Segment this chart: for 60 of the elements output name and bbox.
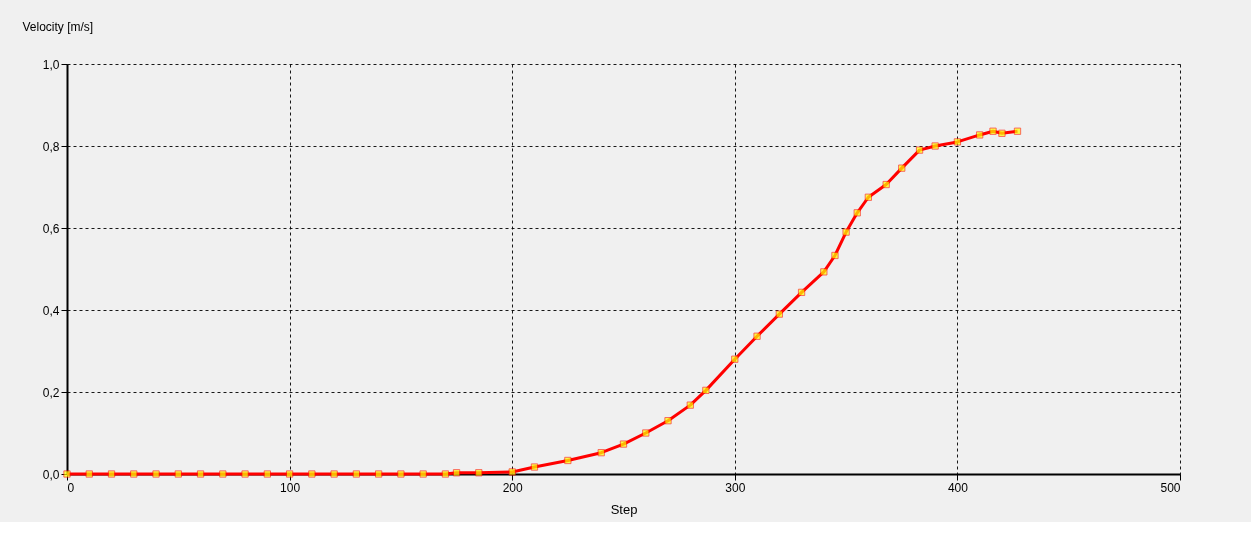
point [174, 470, 182, 478]
x-axis-title: Step [610, 501, 638, 517]
point [820, 268, 828, 276]
point [241, 470, 249, 478]
point [798, 288, 806, 296]
point [85, 470, 93, 478]
point [508, 468, 516, 476]
point [597, 449, 605, 457]
point [619, 440, 628, 448]
point [308, 470, 316, 478]
point [686, 401, 694, 409]
point [397, 470, 405, 478]
point [197, 470, 205, 478]
point [931, 142, 939, 150]
y-tick-label: 0,4 [42, 303, 60, 318]
point [642, 429, 650, 437]
point [664, 417, 672, 425]
point [564, 456, 572, 465]
x-tick-label: 300 [725, 480, 746, 495]
point [130, 470, 138, 478]
point [107, 470, 116, 478]
point [731, 355, 739, 363]
point [152, 470, 160, 478]
point [989, 127, 997, 135]
point [864, 193, 872, 201]
point [441, 470, 449, 478]
x-tick-label: 200 [502, 480, 524, 495]
y-tick-label: 0,6 [42, 221, 60, 236]
point [916, 146, 924, 154]
y-tick-label: 0,0 [42, 467, 60, 482]
point [530, 463, 539, 471]
point [842, 228, 850, 236]
point [898, 164, 906, 172]
y-tick-label: 0,2 [42, 385, 60, 400]
point [831, 251, 839, 260]
point [1013, 127, 1022, 135]
point [286, 470, 294, 478]
x-tick-label: 0 [67, 480, 75, 495]
point [475, 469, 483, 477]
point [219, 470, 227, 478]
x-tick-label: 100 [280, 480, 301, 495]
point [375, 470, 383, 478]
point [775, 310, 783, 318]
point [419, 470, 427, 478]
point [702, 386, 710, 394]
x-tick-label: 500 [1160, 480, 1181, 495]
point [853, 209, 861, 217]
point [452, 469, 461, 477]
point [753, 332, 761, 340]
y-tick-label: 1,0 [42, 57, 60, 72]
point [882, 180, 890, 189]
point [998, 129, 1006, 137]
y-axis-title: Velocity [m/s] [22, 19, 94, 34]
x-tick-label: 400 [947, 480, 969, 495]
point [352, 470, 360, 478]
point [976, 131, 984, 139]
y-tick-label: 0,8 [42, 139, 60, 154]
point [330, 470, 338, 478]
point [953, 138, 961, 146]
point [263, 470, 271, 478]
